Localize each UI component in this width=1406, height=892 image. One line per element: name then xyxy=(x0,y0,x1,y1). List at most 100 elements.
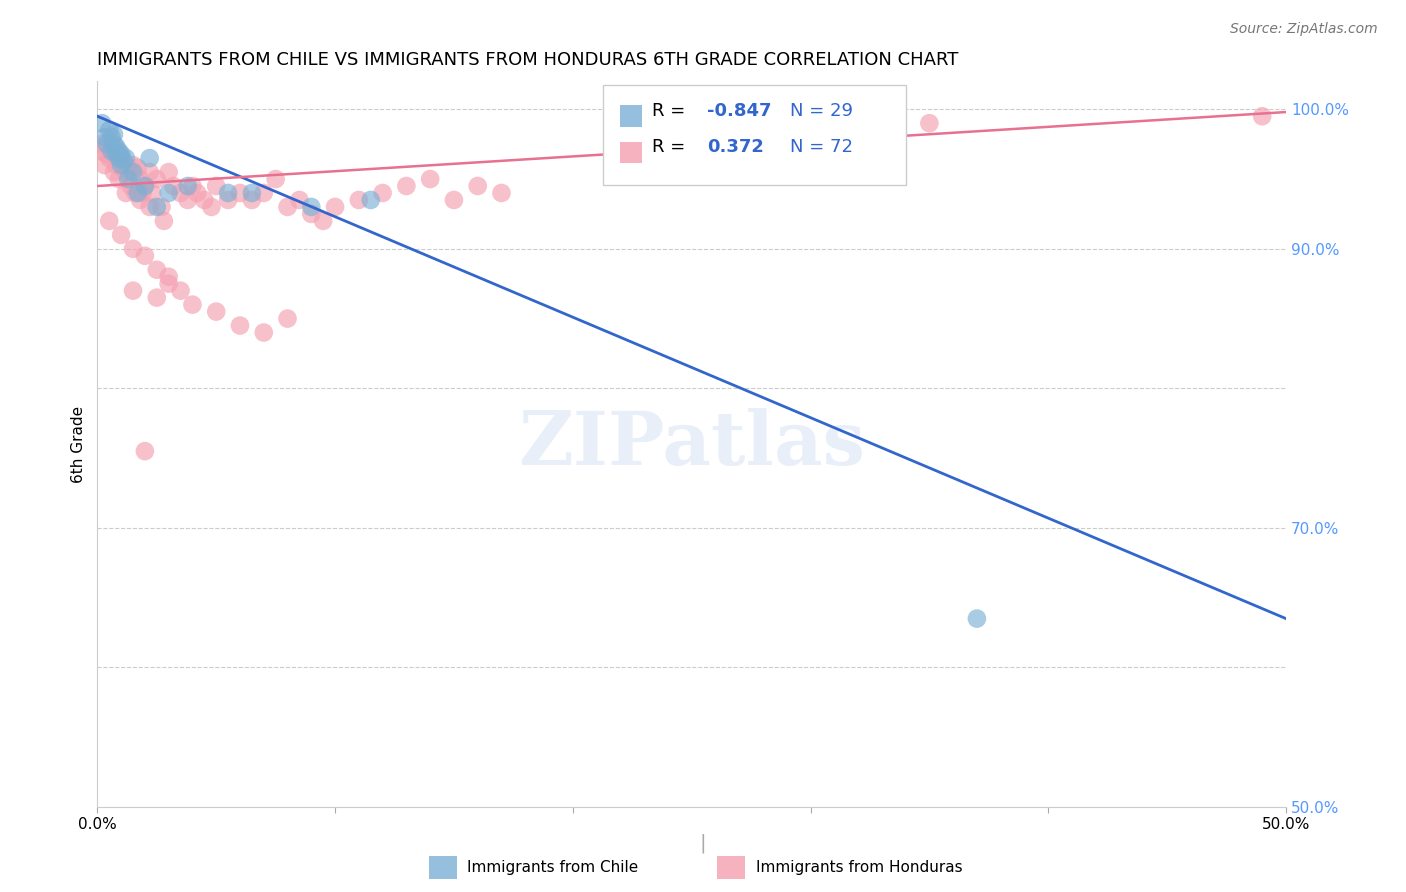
Point xyxy=(103,137,125,152)
Point xyxy=(240,186,263,200)
Point xyxy=(146,291,169,305)
Point xyxy=(200,200,222,214)
Text: -0.847: -0.847 xyxy=(707,102,772,120)
Point xyxy=(181,179,204,194)
Point xyxy=(181,298,204,312)
Point xyxy=(966,611,988,625)
Point xyxy=(146,200,169,214)
Point xyxy=(96,137,118,152)
Point xyxy=(89,144,111,158)
Point xyxy=(395,179,418,194)
Point xyxy=(264,172,287,186)
Point xyxy=(129,193,152,207)
Point xyxy=(157,269,180,284)
Point xyxy=(112,153,135,168)
Point xyxy=(299,200,322,214)
Point xyxy=(98,151,121,165)
Text: Source: ZipAtlas.com: Source: ZipAtlas.com xyxy=(1230,22,1378,37)
FancyBboxPatch shape xyxy=(620,105,641,127)
Point xyxy=(138,151,160,165)
Point xyxy=(153,214,176,228)
Text: R =: R = xyxy=(652,102,692,120)
Text: 0.372: 0.372 xyxy=(707,138,763,156)
Point xyxy=(146,172,169,186)
Point xyxy=(193,193,215,207)
Point xyxy=(115,165,138,179)
Text: N = 72: N = 72 xyxy=(790,138,853,156)
Point xyxy=(360,193,382,207)
Point xyxy=(98,123,121,137)
Point xyxy=(91,137,114,152)
Point xyxy=(117,161,139,175)
Point xyxy=(443,193,465,207)
Point xyxy=(1251,109,1274,123)
Text: N = 29: N = 29 xyxy=(790,102,853,120)
Point xyxy=(98,214,121,228)
Point xyxy=(105,158,128,172)
Point xyxy=(120,179,142,194)
Point xyxy=(127,186,149,200)
Y-axis label: 6th Grade: 6th Grade xyxy=(72,406,86,483)
Point xyxy=(146,262,169,277)
Point xyxy=(105,147,128,161)
Point xyxy=(103,165,125,179)
Point xyxy=(918,116,941,130)
Text: R =: R = xyxy=(652,138,697,156)
Text: ZIPatlas: ZIPatlas xyxy=(519,408,865,481)
Point xyxy=(467,179,489,194)
Point xyxy=(229,318,252,333)
Point xyxy=(129,172,152,186)
Point xyxy=(299,207,322,221)
Point xyxy=(176,179,198,194)
Point xyxy=(100,144,122,158)
Point xyxy=(277,200,299,214)
Point xyxy=(124,186,146,200)
FancyBboxPatch shape xyxy=(620,142,641,163)
Point xyxy=(96,147,118,161)
Point xyxy=(217,186,239,200)
Point xyxy=(491,186,513,200)
Point xyxy=(115,186,138,200)
Point xyxy=(205,304,228,318)
Point xyxy=(205,179,228,194)
Point xyxy=(91,116,114,130)
Point xyxy=(277,311,299,326)
Point xyxy=(229,186,252,200)
Point xyxy=(162,179,184,194)
Point xyxy=(105,140,128,154)
Point xyxy=(157,186,180,200)
Point xyxy=(157,277,180,291)
Point xyxy=(288,193,311,207)
Point xyxy=(419,172,441,186)
Text: Immigrants from Honduras: Immigrants from Honduras xyxy=(756,861,963,875)
Point xyxy=(253,186,276,200)
Point xyxy=(150,200,173,214)
Point xyxy=(107,151,129,165)
Point xyxy=(138,200,160,214)
Point xyxy=(157,165,180,179)
Point xyxy=(127,161,149,175)
Point xyxy=(110,158,132,172)
Point xyxy=(110,151,132,165)
Point xyxy=(100,130,122,145)
Point xyxy=(134,179,156,194)
Point xyxy=(115,151,138,165)
Point xyxy=(93,158,115,172)
Point xyxy=(103,128,125,142)
Point xyxy=(169,284,191,298)
Text: Immigrants from Chile: Immigrants from Chile xyxy=(467,861,638,875)
Point xyxy=(217,193,239,207)
FancyBboxPatch shape xyxy=(603,85,905,186)
Point xyxy=(100,144,122,158)
Point xyxy=(122,158,145,172)
Text: |: | xyxy=(700,833,706,853)
Point xyxy=(134,179,156,194)
Point xyxy=(131,186,153,200)
Point xyxy=(371,186,394,200)
Point xyxy=(186,186,208,200)
Point xyxy=(93,130,115,145)
Point xyxy=(122,284,145,298)
Point xyxy=(253,326,276,340)
Point xyxy=(323,200,346,214)
Point xyxy=(138,165,160,179)
